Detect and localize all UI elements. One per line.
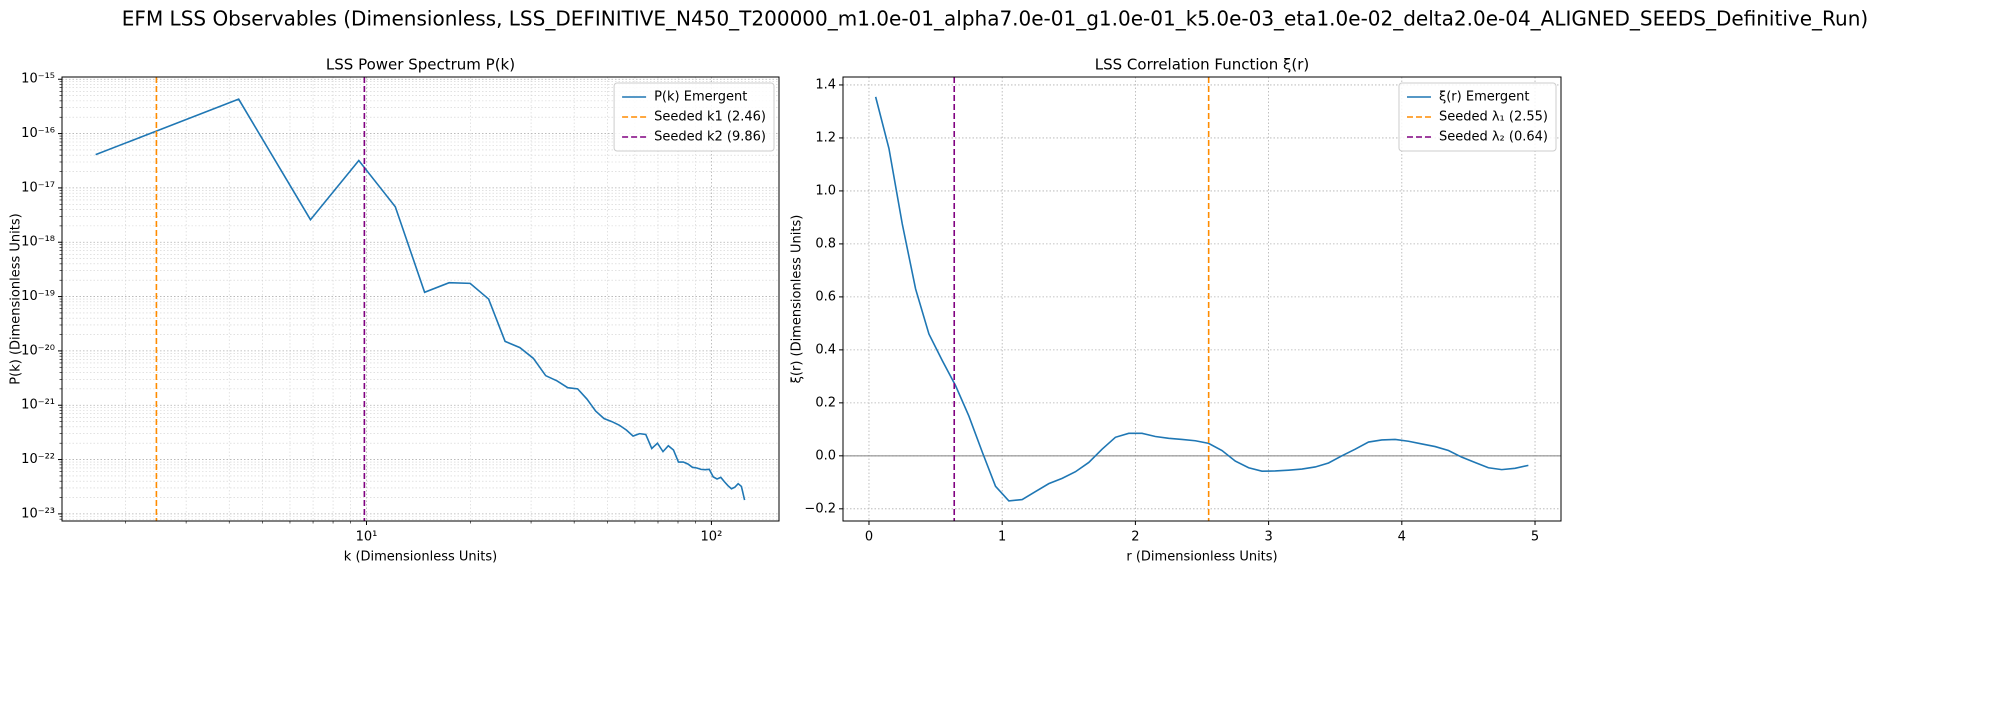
x-tick-label: 1: [998, 530, 1006, 545]
x-tick-label: 10²: [701, 530, 723, 545]
legend-label: Seeded λ₁ (2.55): [1439, 110, 1548, 125]
y-tick-label: 10⁻²⁰: [21, 343, 55, 358]
plot-area: [843, 77, 1561, 521]
legend: P(k) Emergent Seeded k1 (2.46) Seeded k2 (…: [613, 82, 775, 152]
legend-box: [613, 82, 775, 152]
x-tick-label: 2: [1131, 530, 1139, 545]
axes-frame: [61, 76, 780, 522]
x-axis-label: k (Dimensionless Units): [344, 550, 497, 565]
y-tick-label: 10⁻²¹: [21, 398, 55, 413]
data-line: [874, 96, 1529, 502]
y-tick-label: 10⁻²³: [21, 506, 55, 521]
legend-label: Seeded k2 (9.86): [654, 130, 766, 145]
y-tick-label: 1.4: [815, 77, 836, 92]
legend: ξ(r) Emergent Seeded λ₁ (2.55) Seeded λ₂ (…: [1398, 82, 1557, 152]
y-axis-label: P(k) (Dimensionless Units): [9, 213, 24, 384]
y-tick-label: 1.2: [815, 130, 836, 145]
y-tick-label: 0.4: [815, 342, 836, 357]
x-tick-label: 3: [1264, 530, 1272, 545]
legend-label: Seeded k1 (2.46): [654, 110, 766, 125]
y-tick-label: −0.2: [804, 501, 836, 516]
legend-label: P(k) Emergent: [654, 90, 747, 105]
plot-area: [95, 77, 746, 521]
x-axis-label: r (Dimensionless Units): [1126, 550, 1277, 565]
y-tick-label: 0.6: [815, 289, 836, 304]
legend-label: Seeded λ₂ (0.64): [1439, 130, 1548, 145]
x-tick-label: 10¹: [356, 530, 378, 545]
y-tick-label: 10⁻¹⁷: [21, 180, 55, 195]
axes-title: LSS Correlation Function ξ(r): [1095, 56, 1309, 74]
x-tick-label: 4: [1398, 530, 1406, 545]
x-tick-label: 5: [1531, 530, 1539, 545]
figure-title: EFM LSS Observables (Dimensionless, LSS_…: [122, 7, 1868, 31]
axes-title: LSS Power Spectrum P(k): [326, 56, 515, 74]
y-tick-label: 10⁻¹⁹: [21, 289, 55, 304]
y-axis-label: ξ(r) (Dimensionless Units): [790, 215, 805, 384]
y-tick-label: 0.2: [815, 395, 836, 410]
legend-box: [1398, 82, 1557, 152]
x-tick-label: 0: [865, 530, 873, 545]
legend-label: ξ(r) Emergent: [1439, 90, 1529, 105]
y-tick-label: 10⁻¹⁸: [21, 235, 55, 250]
y-tick-label: 1.0: [815, 183, 836, 198]
data-line: [95, 98, 746, 501]
y-tick-label: 10⁻²²: [21, 452, 55, 467]
y-tick-label: 0.8: [815, 236, 836, 251]
y-tick-label: 10⁻¹⁶: [21, 126, 55, 141]
y-tick-label: 10⁻¹⁵: [21, 72, 55, 87]
axes-frame: [842, 76, 1562, 522]
y-tick-label: 0.0: [815, 448, 836, 463]
